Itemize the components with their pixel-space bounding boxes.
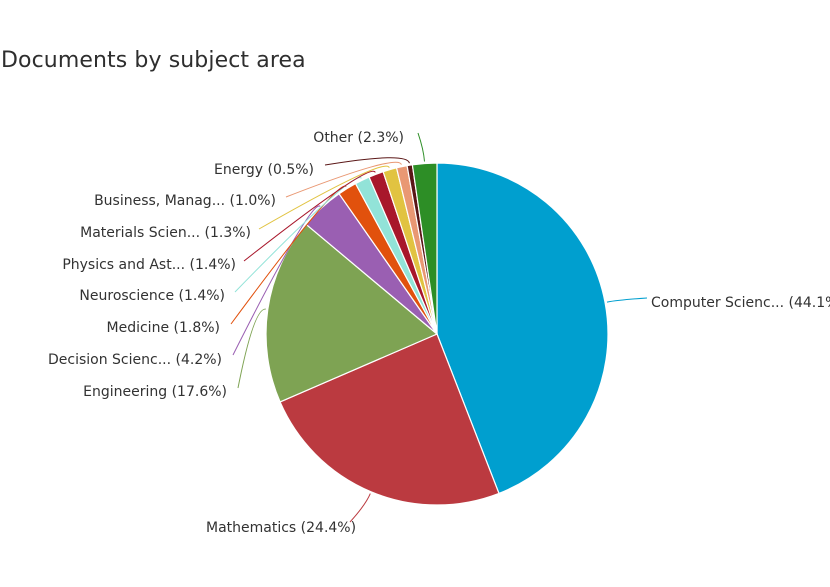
leader-line <box>232 205 321 356</box>
slice-labels: Computer Scienc... (44.1%) Mathematics (2… <box>48 130 830 536</box>
slice-label: Decision Scienc... (4.2%) <box>48 352 222 368</box>
slice-label: Mathematics (24.4%) <box>206 520 356 536</box>
slice-label: Business, Manag... (1.0%) <box>94 193 276 209</box>
slice-label: Medicine (1.8%) <box>107 320 220 336</box>
leader-line <box>243 170 376 262</box>
slice-label: Materials Scien... (1.3%) <box>80 225 251 241</box>
leader-line <box>606 297 648 303</box>
leader-lines <box>230 132 648 523</box>
slice-label: Engineering (17.6%) <box>83 384 227 400</box>
leader-line <box>258 165 390 230</box>
pie-slice-other[interactable] <box>411 162 438 335</box>
leader-line <box>417 132 425 162</box>
leader-line <box>324 157 410 166</box>
slice-label: Energy (0.5%) <box>214 162 314 178</box>
leader-line <box>285 161 402 198</box>
leader-line <box>349 493 371 523</box>
chart-title: Documents by subject area <box>1 48 306 73</box>
pie-slices <box>265 162 609 506</box>
slice-label: Other (2.3%) <box>313 130 404 146</box>
slice-label: Physics and Ast... (1.4%) <box>62 257 236 273</box>
slice-label: Neuroscience (1.4%) <box>79 288 225 304</box>
pie-slice-mathematics[interactable] <box>279 333 500 506</box>
slice-label: Computer Scienc... (44.1%) <box>651 295 830 311</box>
pie-slice-computer-scienc[interactable] <box>436 162 609 495</box>
leader-line <box>237 308 266 389</box>
